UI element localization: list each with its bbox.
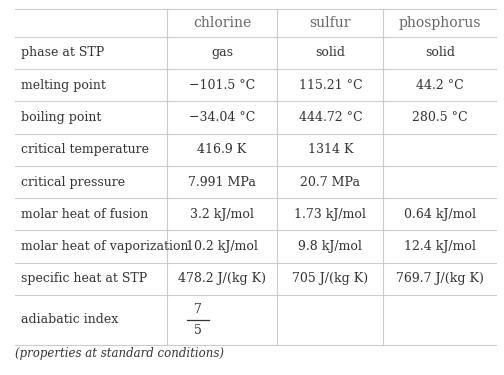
Text: specific heat at STP: specific heat at STP [21,272,147,285]
Text: 1314 K: 1314 K [307,143,353,156]
Text: solid: solid [316,46,345,60]
Text: 5: 5 [194,324,202,337]
Text: 444.72 °C: 444.72 °C [298,111,362,124]
Text: 416.9 K: 416.9 K [198,143,247,156]
Text: chlorine: chlorine [193,16,251,30]
Text: 0.64 kJ/mol: 0.64 kJ/mol [404,208,476,221]
Text: critical pressure: critical pressure [21,176,125,189]
Text: phase at STP: phase at STP [21,46,104,60]
Text: sulfur: sulfur [309,16,351,30]
Text: 478.2 J/(kg K): 478.2 J/(kg K) [178,272,266,285]
Text: melting point: melting point [21,79,106,92]
Text: 20.7 MPa: 20.7 MPa [300,176,360,189]
Text: boiling point: boiling point [21,111,101,124]
Text: 9.8 kJ/mol: 9.8 kJ/mol [298,240,362,253]
Text: phosphorus: phosphorus [399,16,481,30]
Text: −101.5 °C: −101.5 °C [189,79,255,92]
Text: adiabatic index: adiabatic index [21,314,118,327]
Text: 7.991 MPa: 7.991 MPa [188,176,256,189]
Text: 7: 7 [194,303,202,316]
Text: molar heat of vaporization: molar heat of vaporization [21,240,188,253]
Text: 10.2 kJ/mol: 10.2 kJ/mol [186,240,258,253]
Text: gas: gas [211,46,233,60]
Text: critical temperature: critical temperature [21,143,149,156]
Text: (properties at standard conditions): (properties at standard conditions) [15,347,224,360]
Text: solid: solid [425,46,455,60]
Text: 705 J/(kg K): 705 J/(kg K) [292,272,368,285]
Text: molar heat of fusion: molar heat of fusion [21,208,148,221]
Text: −34.04 °C: −34.04 °C [189,111,255,124]
Text: 280.5 °C: 280.5 °C [412,111,468,124]
Text: 12.4 kJ/mol: 12.4 kJ/mol [404,240,476,253]
Text: 44.2 °C: 44.2 °C [416,79,464,92]
Text: 3.2 kJ/mol: 3.2 kJ/mol [190,208,254,221]
Text: 1.73 kJ/mol: 1.73 kJ/mol [294,208,366,221]
Text: 115.21 °C: 115.21 °C [298,79,362,92]
Text: 769.7 J/(kg K): 769.7 J/(kg K) [396,272,484,285]
